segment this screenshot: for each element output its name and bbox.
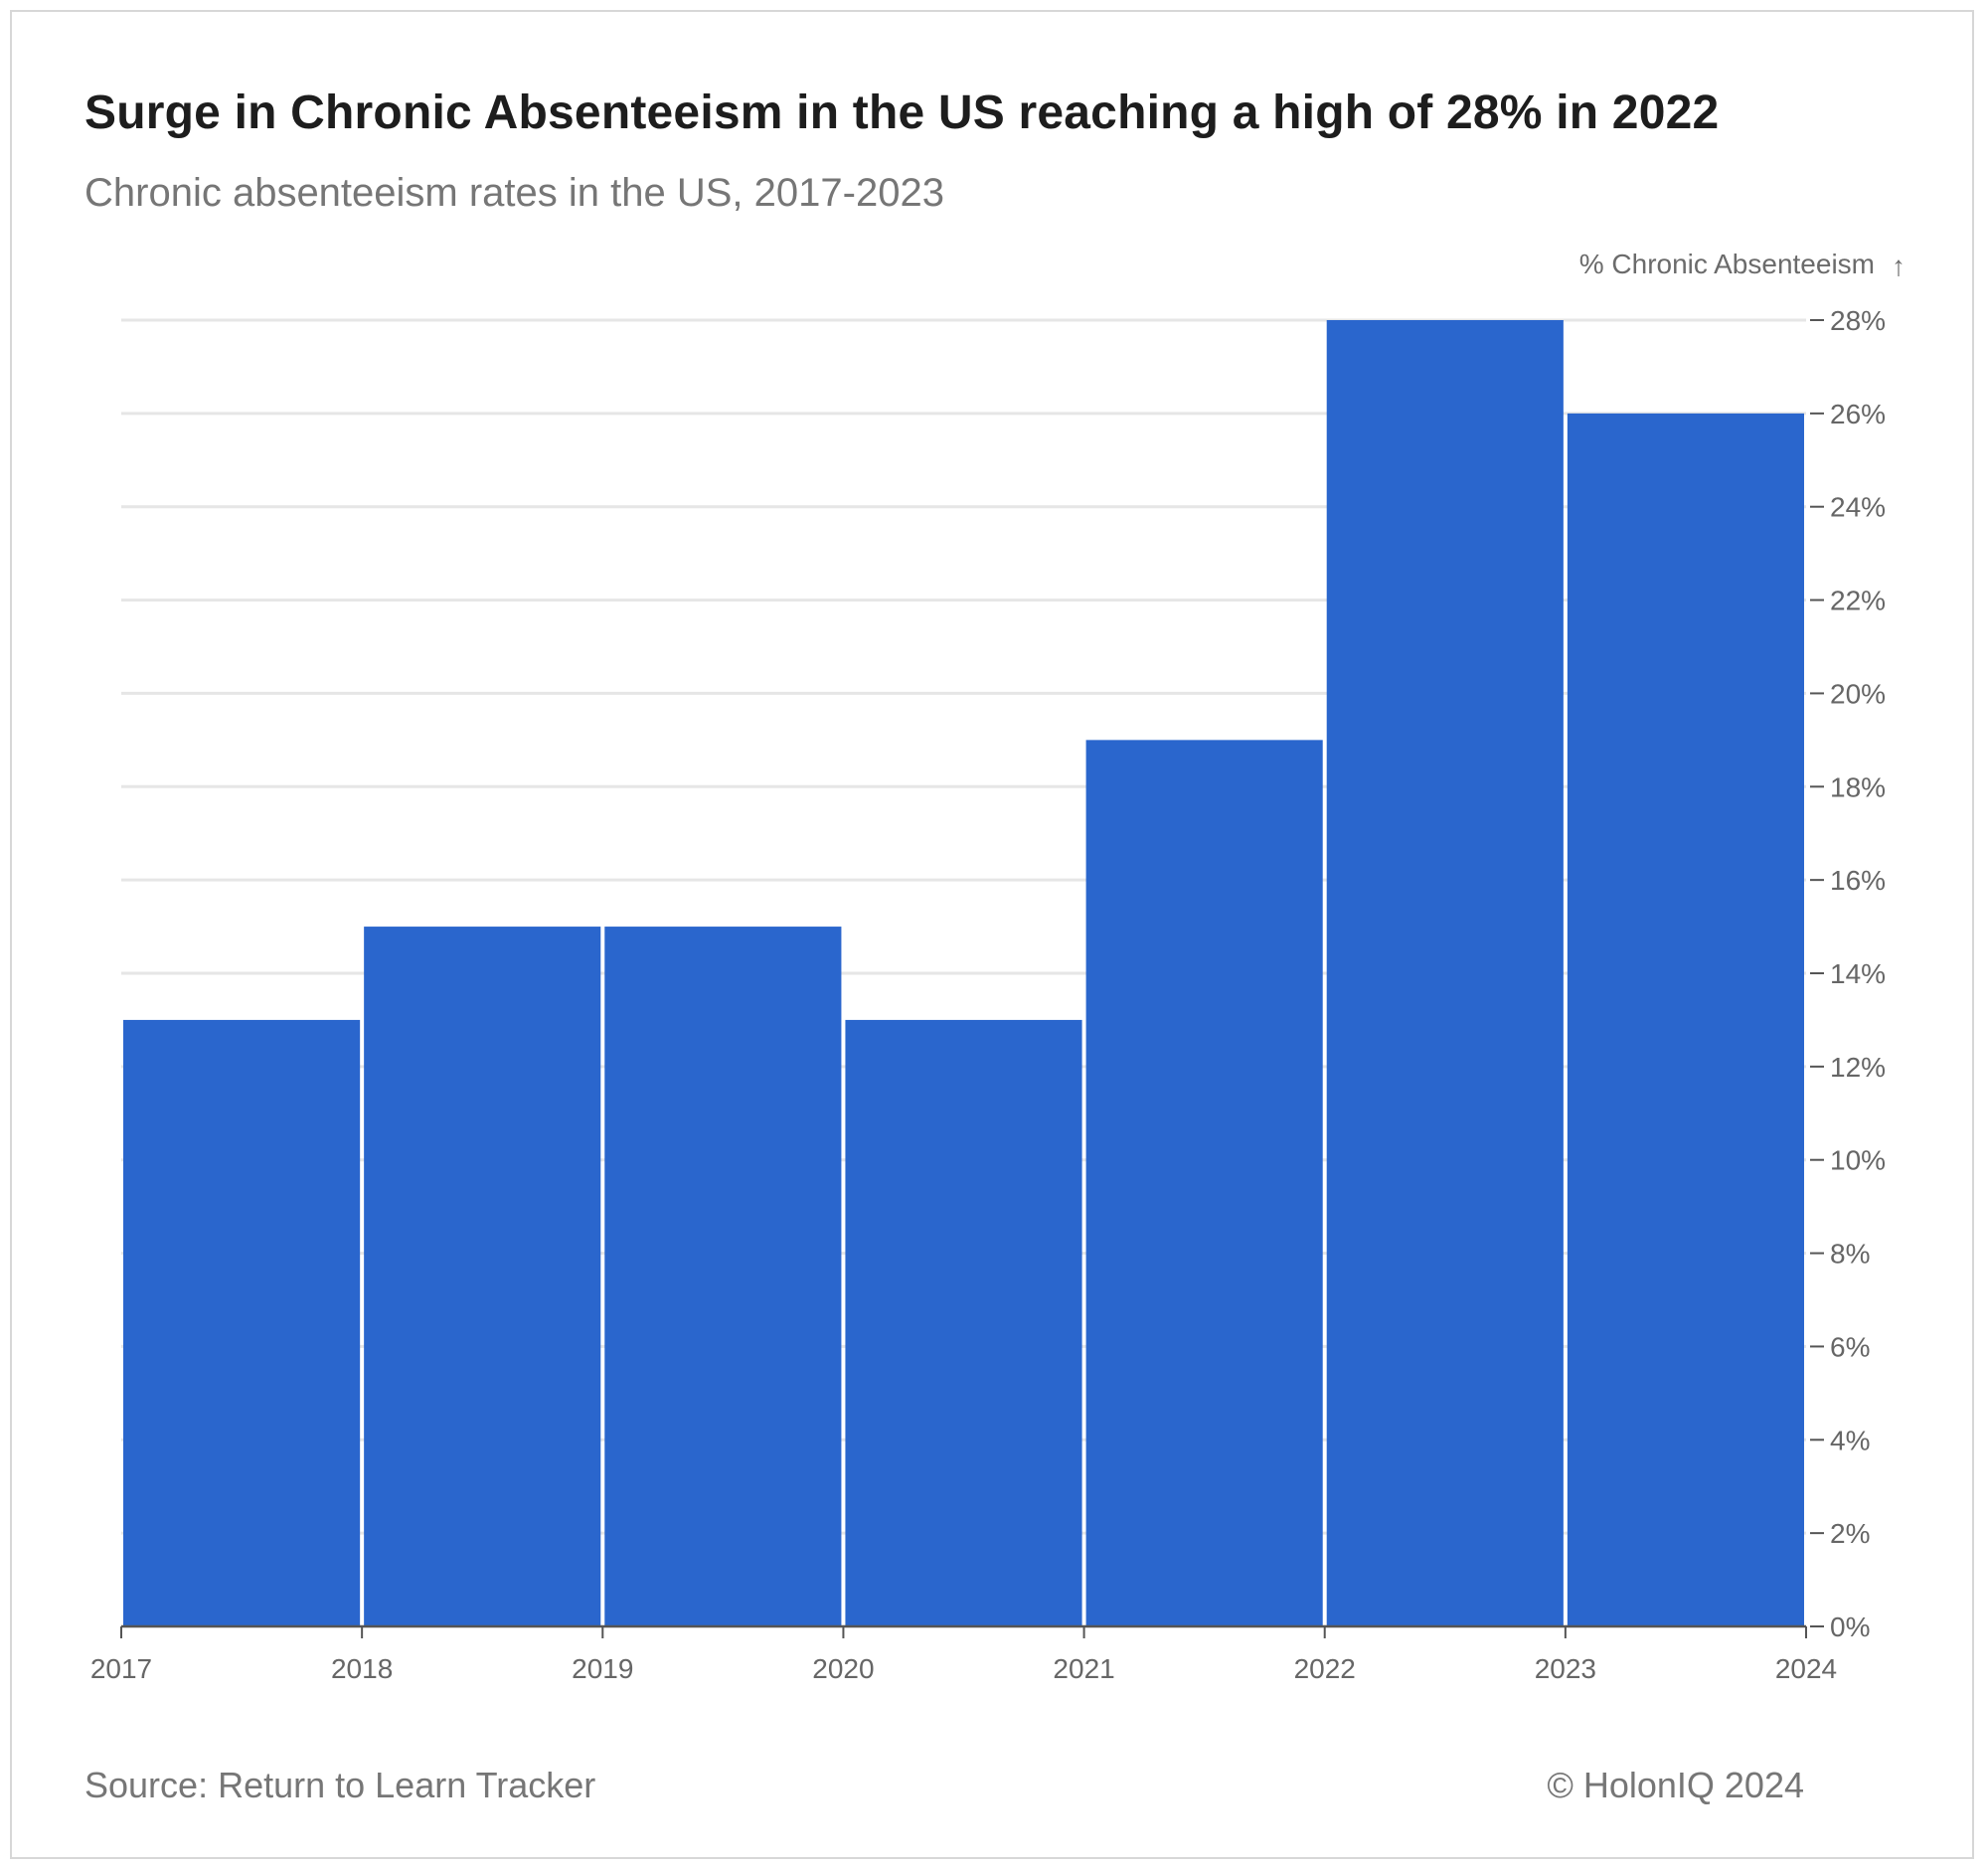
x-tick-label-2021: 2021 <box>1053 1653 1114 1684</box>
bar-2023 <box>1567 413 1804 1626</box>
x-tick-label-2024: 2024 <box>1775 1653 1837 1684</box>
chart-title: Surge in Chronic Absenteeism in the US r… <box>84 86 1720 139</box>
bar-2022 <box>1326 320 1564 1626</box>
y-tick-label-14: 14% <box>1830 958 1886 989</box>
bar-2020 <box>845 1019 1082 1626</box>
x-tick-label-2020: 2020 <box>812 1653 874 1684</box>
y-axis-title: % Chronic Absenteeism <box>1579 249 1875 279</box>
y-tick-label-24: 24% <box>1830 492 1886 523</box>
x-tick-label-2018: 2018 <box>331 1653 393 1684</box>
bar-2019 <box>604 927 842 1626</box>
x-tick-label-2023: 2023 <box>1535 1653 1596 1684</box>
source-note: Source: Return to Learn Tracker <box>84 1765 596 1805</box>
y-tick-label-20: 20% <box>1830 678 1886 709</box>
y-tick-label-12: 12% <box>1830 1052 1886 1083</box>
copyright-note: © HolonIQ 2024 <box>1547 1765 1804 1805</box>
x-tick-label-2019: 2019 <box>572 1653 633 1684</box>
chart-subtitle: Chronic absenteeism rates in the US, 201… <box>84 171 944 215</box>
y-tick-label-0: 0% <box>1830 1612 1870 1642</box>
bar-2017 <box>123 1019 361 1626</box>
y-tick-label-10: 10% <box>1830 1145 1886 1176</box>
x-tick-label-2017: 2017 <box>90 1653 152 1684</box>
y-tick-label-6: 6% <box>1830 1331 1870 1362</box>
y-tick-label-16: 16% <box>1830 865 1886 896</box>
y-tick-label-26: 26% <box>1830 399 1886 429</box>
y-tick-label-22: 22% <box>1830 586 1886 616</box>
y-tick-label-28: 28% <box>1830 305 1886 336</box>
x-tick-label-2022: 2022 <box>1294 1653 1356 1684</box>
y-tick-label-4: 4% <box>1830 1425 1870 1455</box>
y-tick-label-2: 2% <box>1830 1518 1870 1549</box>
y-tick-label-18: 18% <box>1830 771 1886 802</box>
bar-2018 <box>364 927 601 1626</box>
up-arrow-icon: ↑ <box>1892 251 1905 281</box>
bar-2021 <box>1085 740 1323 1626</box>
y-tick-label-8: 8% <box>1830 1239 1870 1270</box>
